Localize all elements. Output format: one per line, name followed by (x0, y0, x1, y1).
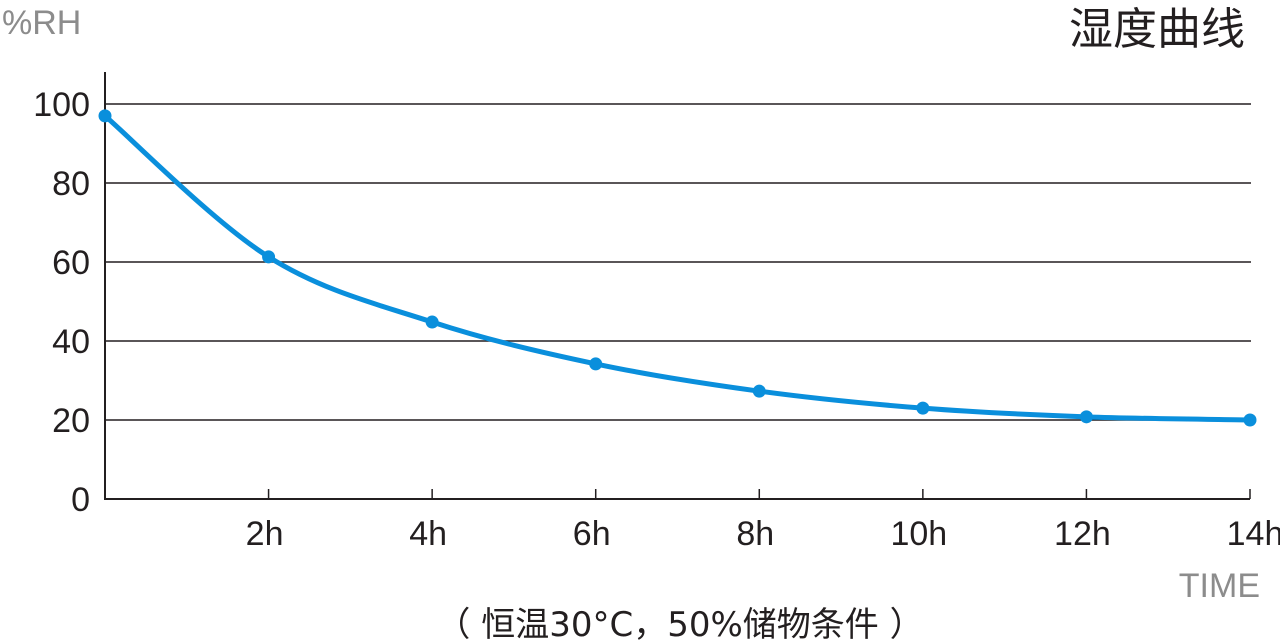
x-tick-label: 4h (409, 515, 447, 553)
data-point (916, 401, 930, 415)
y-tick-label: 100 (33, 86, 90, 124)
data-point (262, 250, 276, 264)
x-axis-label: TIME (1179, 567, 1260, 605)
data-point (752, 384, 766, 398)
humidity-line (102, 113, 1253, 423)
data-point (589, 357, 603, 371)
data-point (1079, 410, 1093, 424)
data-point (425, 315, 439, 329)
x-tick-label: 6h (573, 515, 611, 553)
x-tick-label: 8h (736, 515, 774, 553)
y-tick-label: 0 (71, 481, 90, 519)
y-tick-label: 60 (52, 244, 90, 282)
chart-subtitle: （ 恒温30°C，50%储物条件 ） (436, 605, 923, 644)
x-tick-label: 14h (1227, 515, 1280, 553)
x-tick-label: 10h (890, 515, 947, 553)
data-point (98, 109, 112, 123)
data-point (1243, 413, 1257, 427)
y-axis-label: %RH (2, 4, 81, 42)
y-tick-label: 80 (52, 165, 90, 203)
x-tick-label: 2h (246, 515, 284, 553)
y-tick-label: 20 (52, 402, 90, 440)
x-tick-label: 12h (1054, 515, 1111, 553)
chart-title: 湿度曲线 (1069, 4, 1245, 55)
y-tick-label: 40 (52, 323, 90, 361)
